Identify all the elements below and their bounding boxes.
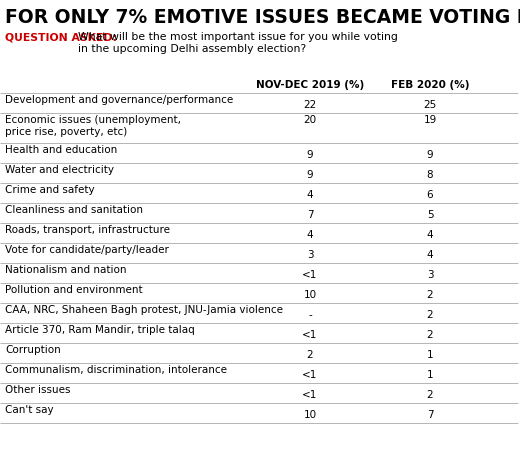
Text: CAA, NRC, Shaheen Bagh protest, JNU-Jamia violence: CAA, NRC, Shaheen Bagh protest, JNU-Jami…	[5, 305, 283, 315]
Text: 4: 4	[427, 250, 433, 260]
Text: 4: 4	[307, 190, 314, 200]
Text: 6: 6	[427, 190, 433, 200]
Text: <1: <1	[302, 370, 318, 380]
Text: 7: 7	[307, 210, 314, 220]
Text: Communalism, discrimination, intolerance: Communalism, discrimination, intolerance	[5, 365, 227, 375]
Text: 20: 20	[304, 115, 317, 125]
Text: 5: 5	[427, 210, 433, 220]
Text: Economic issues (unemployment,
price rise, poverty, etc): Economic issues (unemployment, price ris…	[5, 115, 181, 137]
Text: <1: <1	[302, 330, 318, 340]
Text: 2: 2	[307, 350, 314, 360]
Text: Development and governance/performance: Development and governance/performance	[5, 95, 233, 105]
Text: 9: 9	[307, 170, 314, 180]
Text: 9: 9	[307, 150, 314, 160]
Text: 8: 8	[427, 170, 433, 180]
Text: 2: 2	[427, 290, 433, 300]
Text: Can't say: Can't say	[5, 405, 54, 415]
Text: 4: 4	[427, 230, 433, 240]
Text: 7: 7	[427, 410, 433, 420]
Text: <1: <1	[302, 270, 318, 280]
Text: FEB 2020 (%): FEB 2020 (%)	[391, 80, 469, 90]
Text: 2: 2	[427, 310, 433, 320]
Text: 3: 3	[307, 250, 314, 260]
Text: <1: <1	[302, 390, 318, 400]
Text: 3: 3	[427, 270, 433, 280]
Text: Vote for candidate/party/leader: Vote for candidate/party/leader	[5, 245, 169, 255]
Text: 1: 1	[427, 370, 433, 380]
Text: 4: 4	[307, 230, 314, 240]
Text: Article 370, Ram Mandir, triple talaq: Article 370, Ram Mandir, triple talaq	[5, 325, 195, 335]
Text: 1: 1	[427, 350, 433, 360]
Text: Health and education: Health and education	[5, 145, 117, 155]
Text: 22: 22	[303, 100, 317, 110]
Text: What will be the most important issue for you while voting
in the upcoming Delhi: What will be the most important issue fo…	[78, 32, 398, 54]
Text: -: -	[308, 310, 312, 320]
Text: 19: 19	[423, 115, 437, 125]
Text: Crime and safety: Crime and safety	[5, 185, 95, 195]
Text: FOR ONLY 7% EMOTIVE ISSUES BECAME VOTING ISSUES: FOR ONLY 7% EMOTIVE ISSUES BECAME VOTING…	[5, 8, 520, 27]
Text: 10: 10	[304, 410, 317, 420]
Text: Other issues: Other issues	[5, 385, 71, 395]
Text: 2: 2	[427, 390, 433, 400]
Text: 10: 10	[304, 290, 317, 300]
Text: 25: 25	[423, 100, 437, 110]
Text: QUESTION ASKED:: QUESTION ASKED:	[5, 32, 117, 42]
Text: Corruption: Corruption	[5, 345, 61, 355]
Text: Water and electricity: Water and electricity	[5, 165, 114, 175]
Text: Nationalism and nation: Nationalism and nation	[5, 265, 126, 275]
Text: 2: 2	[427, 330, 433, 340]
Text: Cleanliness and sanitation: Cleanliness and sanitation	[5, 205, 143, 215]
Text: Pollution and environment: Pollution and environment	[5, 285, 142, 295]
Text: Roads, transport, infrastructure: Roads, transport, infrastructure	[5, 225, 170, 235]
Text: 9: 9	[427, 150, 433, 160]
Text: NOV-DEC 2019 (%): NOV-DEC 2019 (%)	[256, 80, 364, 90]
